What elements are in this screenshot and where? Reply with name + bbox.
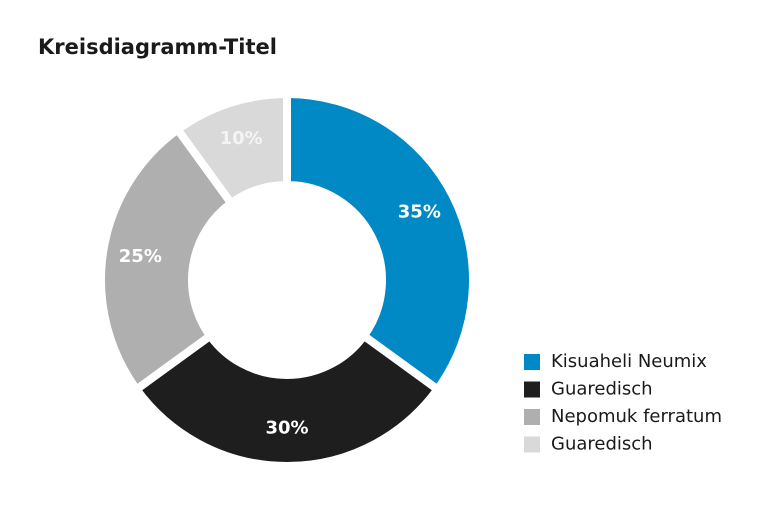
legend-label: Kisuaheli Neumix xyxy=(551,351,707,372)
value-label: 35% xyxy=(398,202,441,223)
legend-label: Guaredisch xyxy=(551,434,653,455)
value-label: 25% xyxy=(119,246,162,267)
legend-marker xyxy=(524,354,540,370)
legend-marker xyxy=(524,436,540,453)
donut-segment xyxy=(130,330,444,470)
legend-marker xyxy=(524,409,540,425)
donut-segment xyxy=(172,89,291,209)
legend-marker xyxy=(524,381,540,398)
donut-segment xyxy=(283,89,477,395)
chart-title: Kreisdiagramm-Titel xyxy=(38,35,277,59)
legend-label: Guaredisch xyxy=(551,379,653,400)
value-label: 30% xyxy=(265,418,308,439)
legend-label: Nepomuk ferratum xyxy=(551,406,722,427)
value-label: 10% xyxy=(220,128,263,149)
donut-segment xyxy=(97,123,237,395)
